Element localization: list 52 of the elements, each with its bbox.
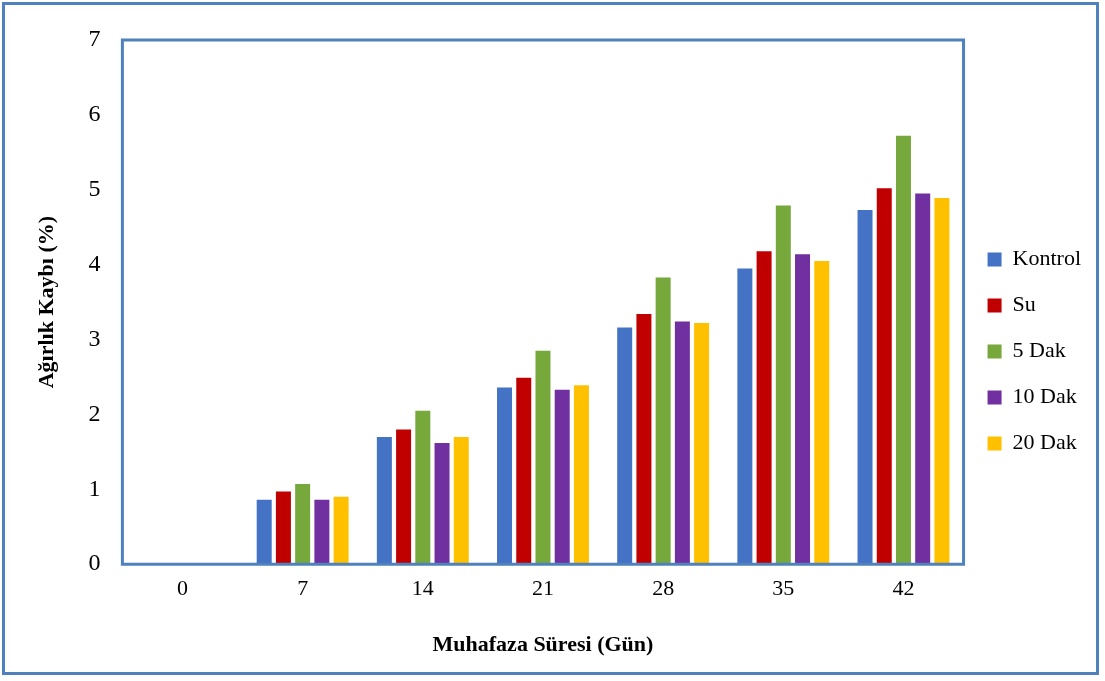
bar bbox=[516, 377, 532, 565]
bar bbox=[756, 251, 772, 565]
y-tick-label: 7 bbox=[88, 25, 101, 52]
bar bbox=[857, 209, 873, 565]
y-tick-label: 3 bbox=[88, 324, 101, 351]
bar bbox=[895, 135, 911, 565]
bar bbox=[737, 268, 753, 565]
bar bbox=[617, 327, 633, 565]
y-tick-label: 1 bbox=[88, 474, 101, 501]
x-tick-label: 28 bbox=[652, 575, 675, 601]
bar bbox=[876, 188, 892, 565]
y-axis-title: Ağırlık Kaybı (%) bbox=[32, 215, 58, 389]
y-tick-label: 5 bbox=[88, 175, 101, 202]
bar bbox=[333, 496, 349, 565]
legend-label: 5 Dak bbox=[1012, 337, 1066, 363]
bar bbox=[453, 436, 469, 565]
bar bbox=[655, 277, 671, 565]
bar bbox=[434, 442, 450, 565]
bar bbox=[795, 254, 811, 565]
y-tick-label: 0 bbox=[88, 549, 101, 576]
x-tick-label: 14 bbox=[411, 575, 434, 601]
bar bbox=[415, 410, 431, 565]
x-tick-label: 0 bbox=[176, 575, 188, 601]
legend-label: 10 Dak bbox=[1012, 383, 1077, 409]
x-tick-label: 7 bbox=[297, 575, 309, 601]
bar bbox=[694, 323, 710, 565]
x-axis-title: Muhafaza Süresi (Gün) bbox=[432, 631, 654, 657]
bar bbox=[497, 387, 513, 565]
y-tick-label: 2 bbox=[88, 399, 101, 426]
bar bbox=[275, 491, 291, 565]
bar bbox=[256, 499, 272, 565]
x-tick-label: 35 bbox=[772, 575, 795, 601]
bar bbox=[915, 193, 931, 565]
legend-label: Kontrol bbox=[1012, 245, 1082, 271]
x-tick-label: 42 bbox=[892, 575, 915, 601]
bar bbox=[775, 205, 791, 565]
bar bbox=[535, 350, 551, 565]
x-tick-label: 21 bbox=[531, 575, 554, 601]
bar bbox=[674, 321, 690, 565]
bar bbox=[554, 389, 570, 565]
bar bbox=[573, 385, 589, 565]
bar bbox=[295, 484, 311, 565]
y-tick-label: 6 bbox=[88, 100, 101, 127]
bar bbox=[396, 429, 412, 565]
bar bbox=[814, 260, 830, 565]
legend-label: 20 Dak bbox=[1012, 429, 1077, 455]
legend-label: Su bbox=[1012, 291, 1036, 317]
bar bbox=[376, 436, 392, 565]
y-tick-label: 4 bbox=[88, 249, 101, 276]
bar bbox=[636, 314, 652, 565]
bar bbox=[314, 499, 330, 565]
bar bbox=[934, 198, 950, 565]
